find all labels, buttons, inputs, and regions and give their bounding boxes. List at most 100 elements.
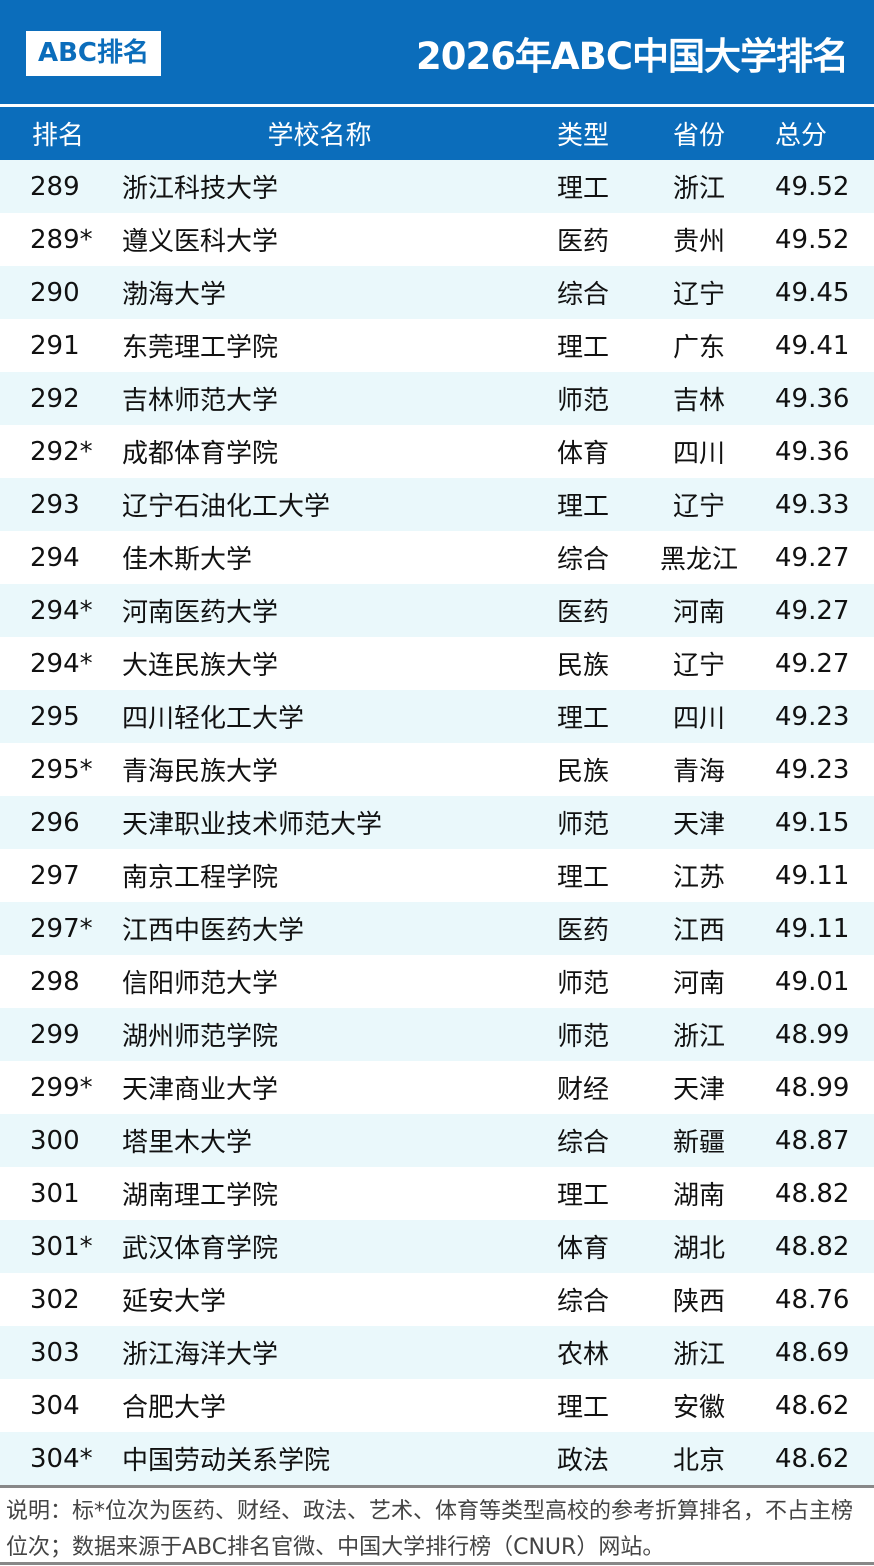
table-row: 300 塔里木大学 综合 新疆 48.87 (0, 1114, 874, 1167)
cell-rank: 290 (30, 277, 80, 308)
cell-rank: 301 (30, 1178, 80, 1209)
cell-score: 49.15 (775, 807, 850, 838)
cell-type: 民族 (556, 651, 609, 681)
cell-rank: 291 (30, 330, 80, 361)
cell-school: 大连民族大学 (122, 651, 279, 681)
table-row: 295 四川轻化工大学 理工 四川 49.23 (0, 690, 874, 743)
cell-school: 渤海大学 (122, 280, 227, 310)
cell-province: 浙江 (672, 1340, 725, 1370)
table-row: 303 浙江海洋大学 农林 浙江 48.69 (0, 1326, 874, 1379)
cell-school: 河南医药大学 (122, 598, 279, 628)
cell-province: 青海 (672, 757, 725, 787)
cell-province: 广东 (672, 333, 725, 363)
column-header-province: 省份 (672, 121, 725, 151)
cell-province: 贵州 (672, 227, 725, 257)
table-row: 296 天津职业技术师范大学 师范 天津 49.15 (0, 796, 874, 849)
cell-rank: 302 (30, 1284, 80, 1315)
cell-province: 辽宁 (672, 280, 725, 310)
cell-school: 武汉体育学院 (122, 1234, 279, 1264)
cell-rank: 294* (30, 595, 93, 626)
table-row: 299* 天津商业大学 财经 天津 48.99 (0, 1061, 874, 1114)
cell-school: 中国劳动关系学院 (122, 1446, 331, 1476)
cell-province: 四川 (672, 439, 725, 469)
table-row: 295* 青海民族大学 民族 青海 49.23 (0, 743, 874, 796)
cell-school: 信阳师范大学 (122, 969, 279, 999)
cell-score: 49.23 (775, 701, 850, 732)
cell-school: 延安大学 (122, 1287, 227, 1317)
cell-type: 理工 (556, 492, 609, 522)
cell-province: 新疆 (672, 1128, 725, 1158)
cell-rank: 299 (30, 1019, 80, 1050)
table-row: 297* 江西中医药大学 医药 江西 49.11 (0, 902, 874, 955)
cell-score: 49.33 (775, 489, 850, 520)
cell-score: 48.82 (775, 1178, 850, 1209)
cell-type: 综合 (556, 545, 609, 575)
cell-province: 陕西 (672, 1287, 725, 1317)
cell-score: 49.45 (775, 277, 850, 308)
cell-province: 天津 (672, 1075, 725, 1105)
table-row: 297 南京工程学院 理工 江苏 49.11 (0, 849, 874, 902)
cell-province: 辽宁 (672, 651, 725, 681)
cell-type: 政法 (556, 1446, 609, 1476)
cell-school: 南京工程学院 (122, 863, 279, 893)
title-banner: ABC排名 2026年ABC中国大学排名 (0, 0, 874, 104)
cell-rank: 289 (30, 171, 80, 202)
cell-type: 师范 (556, 810, 609, 840)
cell-type: 理工 (556, 704, 609, 734)
cell-school: 合肥大学 (122, 1393, 227, 1423)
table-row: 294* 大连民族大学 民族 辽宁 49.27 (0, 637, 874, 690)
table-body: 289 浙江科技大学 理工 浙江 49.52 289* 遵义医科大学 医药 贵州 49.52 290… (0, 160, 874, 1485)
cell-type: 农林 (556, 1340, 609, 1370)
cell-school: 天津职业技术师范大学 (122, 810, 383, 840)
cell-rank: 292* (30, 436, 93, 467)
table-row: 293 辽宁石油化工大学 理工 辽宁 49.33 (0, 478, 874, 531)
table-row: 304* 中国劳动关系学院 政法 北京 48.62 (0, 1432, 874, 1485)
cell-type: 体育 (556, 439, 609, 469)
cell-score: 49.52 (775, 224, 850, 255)
table-row: 292* 成都体育学院 体育 四川 49.36 (0, 425, 874, 478)
cell-type: 理工 (556, 333, 609, 363)
table-row: 299 湖州师范学院 师范 浙江 48.99 (0, 1008, 874, 1061)
cell-school: 佳木斯大学 (122, 545, 253, 575)
cell-school: 浙江科技大学 (122, 174, 279, 204)
cell-type: 理工 (556, 1181, 609, 1211)
cell-score: 49.01 (775, 966, 850, 997)
cell-school: 东莞理工学院 (122, 333, 279, 363)
cell-province: 河南 (672, 969, 725, 999)
cell-type: 综合 (556, 1128, 609, 1158)
table-row: 294 佳木斯大学 综合 黑龙江 49.27 (0, 531, 874, 584)
cell-score: 49.27 (775, 542, 850, 573)
cell-score: 48.69 (775, 1337, 850, 1368)
cell-province: 江西 (672, 916, 725, 946)
cell-province: 四川 (672, 704, 725, 734)
cell-score: 49.27 (775, 648, 850, 679)
table-header: 排名 学校名称 类型 省份 总分 (0, 107, 874, 160)
cell-rank: 297 (30, 860, 80, 891)
table-row: 289 浙江科技大学 理工 浙江 49.52 (0, 160, 874, 213)
cell-province: 黑龙江 (659, 545, 738, 575)
cell-type: 民族 (556, 757, 609, 787)
page-title: 2026年ABC中国大学排名 (416, 35, 849, 78)
cell-score: 48.99 (775, 1072, 850, 1103)
cell-rank: 295 (30, 701, 80, 732)
column-header-school: 学校名称 (267, 121, 372, 151)
logo: ABC排名 (26, 31, 161, 76)
cell-rank: 301* (30, 1231, 93, 1262)
cell-score: 49.23 (775, 754, 850, 785)
cell-province: 湖南 (672, 1181, 725, 1211)
cell-score: 48.76 (775, 1284, 850, 1315)
table-row: 302 延安大学 综合 陕西 48.76 (0, 1273, 874, 1326)
cell-score: 48.62 (775, 1443, 850, 1474)
cell-score: 49.27 (775, 595, 850, 626)
footnote: 说明：标*位次为医药、财经、政法、艺术、体育等类型高校的参考折算排名，不占主榜位… (0, 1485, 874, 1565)
cell-type: 理工 (556, 863, 609, 893)
cell-school: 成都体育学院 (122, 439, 279, 469)
cell-type: 医药 (556, 916, 609, 946)
cell-rank: 294 (30, 542, 80, 573)
cell-rank: 300 (30, 1125, 80, 1156)
cell-rank: 304 (30, 1390, 80, 1421)
cell-school: 湖州师范学院 (122, 1022, 279, 1052)
cell-rank: 303 (30, 1337, 80, 1368)
cell-province: 辽宁 (672, 492, 725, 522)
cell-school: 浙江海洋大学 (122, 1340, 279, 1370)
